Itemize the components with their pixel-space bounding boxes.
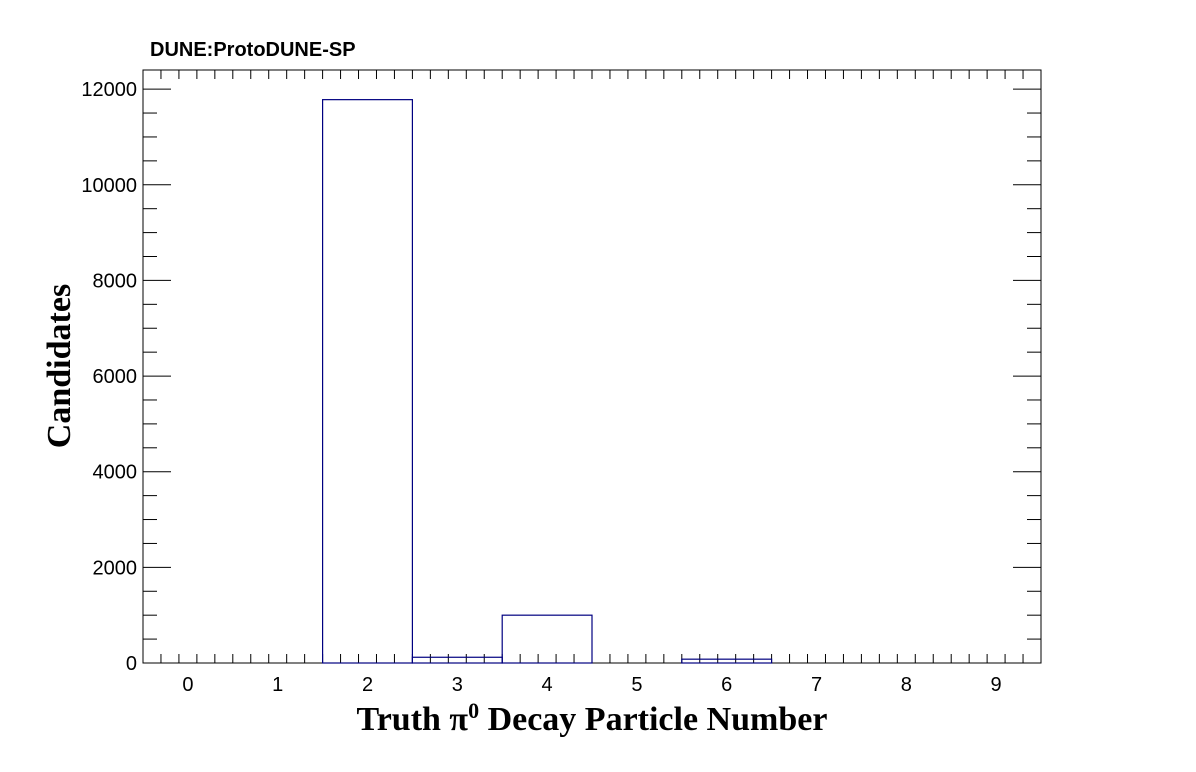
histogram-bars xyxy=(322,99,773,664)
x-axis-title-main: Truth π xyxy=(357,701,469,738)
y-tick-label: 6000 xyxy=(93,366,138,388)
x-tick-label: 4 xyxy=(542,674,553,696)
x-tick-label: 2 xyxy=(362,674,373,696)
y-axis-title: Candidates xyxy=(41,284,78,448)
y-tick-label: 12000 xyxy=(81,79,137,101)
axis-ticks xyxy=(142,70,1042,664)
y-tick-label: 4000 xyxy=(93,462,138,484)
x-tick-label: 7 xyxy=(811,674,822,696)
y-tick-label: 8000 xyxy=(93,270,138,292)
x-tick-label: 1 xyxy=(272,674,283,696)
x-tick-label: 5 xyxy=(631,674,642,696)
x-axis-title-rest: Decay Particle Number xyxy=(479,701,827,738)
x-tick-label: 9 xyxy=(991,674,1002,696)
histogram-bar xyxy=(322,99,414,664)
histogram-bar xyxy=(411,656,503,664)
tick-labels: 0 1 2 3 4 5 6 7 8 9 0 2000 4000 6000 8000 10000 12000 xyxy=(81,79,1001,696)
plot-frame-border xyxy=(142,69,1042,664)
x-tick-label: 0 xyxy=(182,674,193,696)
x-axis-title: Truth π0 Decay Particle Number xyxy=(357,698,828,738)
plot-frame xyxy=(142,69,1042,664)
x-tick-label: 3 xyxy=(452,674,463,696)
histogram-bar xyxy=(501,614,593,664)
x-tick-label: 6 xyxy=(721,674,732,696)
chart-title: DUNE:ProtoDUNE-SP xyxy=(150,39,356,61)
y-tick-label: 2000 xyxy=(93,557,138,579)
y-tick-label: 0 xyxy=(126,653,137,675)
y-tick-label: 10000 xyxy=(81,175,137,197)
x-axis-title-superscript: 0 xyxy=(468,698,479,723)
x-tick-label: 8 xyxy=(901,674,912,696)
histogram-bar xyxy=(681,658,773,664)
